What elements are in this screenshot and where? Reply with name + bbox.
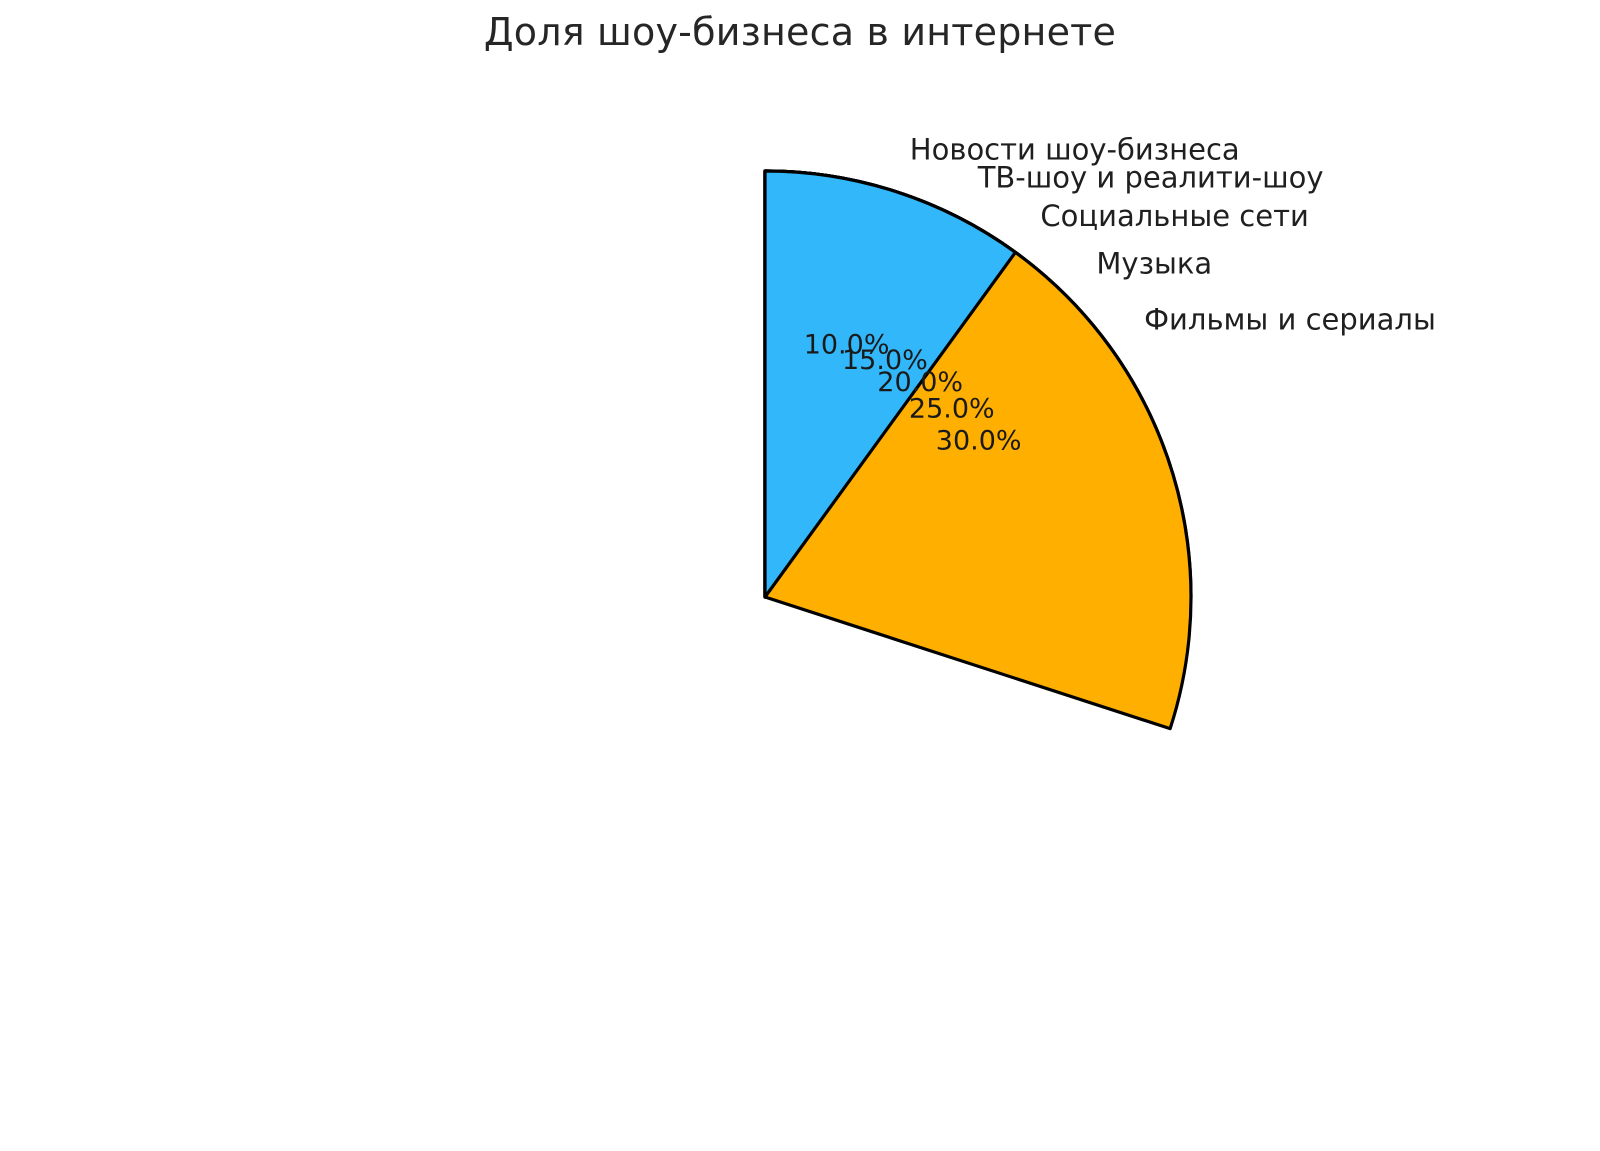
pie-category-label: Фильмы и сериалы — [1144, 303, 1436, 337]
pie-percent-label: 15.0% — [842, 345, 928, 376]
pie-slices-group — [763, 169, 1193, 731]
pie-percent-label: 30.0% — [936, 425, 1022, 456]
pie-percent-label: 25.0% — [909, 394, 995, 425]
pie-percent-label: 10.0% — [804, 329, 890, 360]
pie-percent-labels-group: 20.0%15.0% 25.0%30.0% 10.0% — [804, 329, 1022, 456]
pie-category-labels-group: Социальные сети ТВ-шоу и реалити-шоу Музык… — [910, 132, 1436, 336]
pie-category-label: Музыка — [1096, 247, 1212, 281]
pie-percent-label: 20.0% — [877, 367, 963, 398]
pie-category-label: Новости шоу-бизнеса — [910, 132, 1240, 166]
pie-category-label: Социальные сети — [1040, 199, 1308, 233]
chart-title: Доля шоу-бизнеса в интернете — [483, 10, 1117, 54]
pie-category-label: ТВ-шоу и реалити-шоу — [977, 161, 1324, 195]
pie-slice — [763, 169, 1017, 599]
